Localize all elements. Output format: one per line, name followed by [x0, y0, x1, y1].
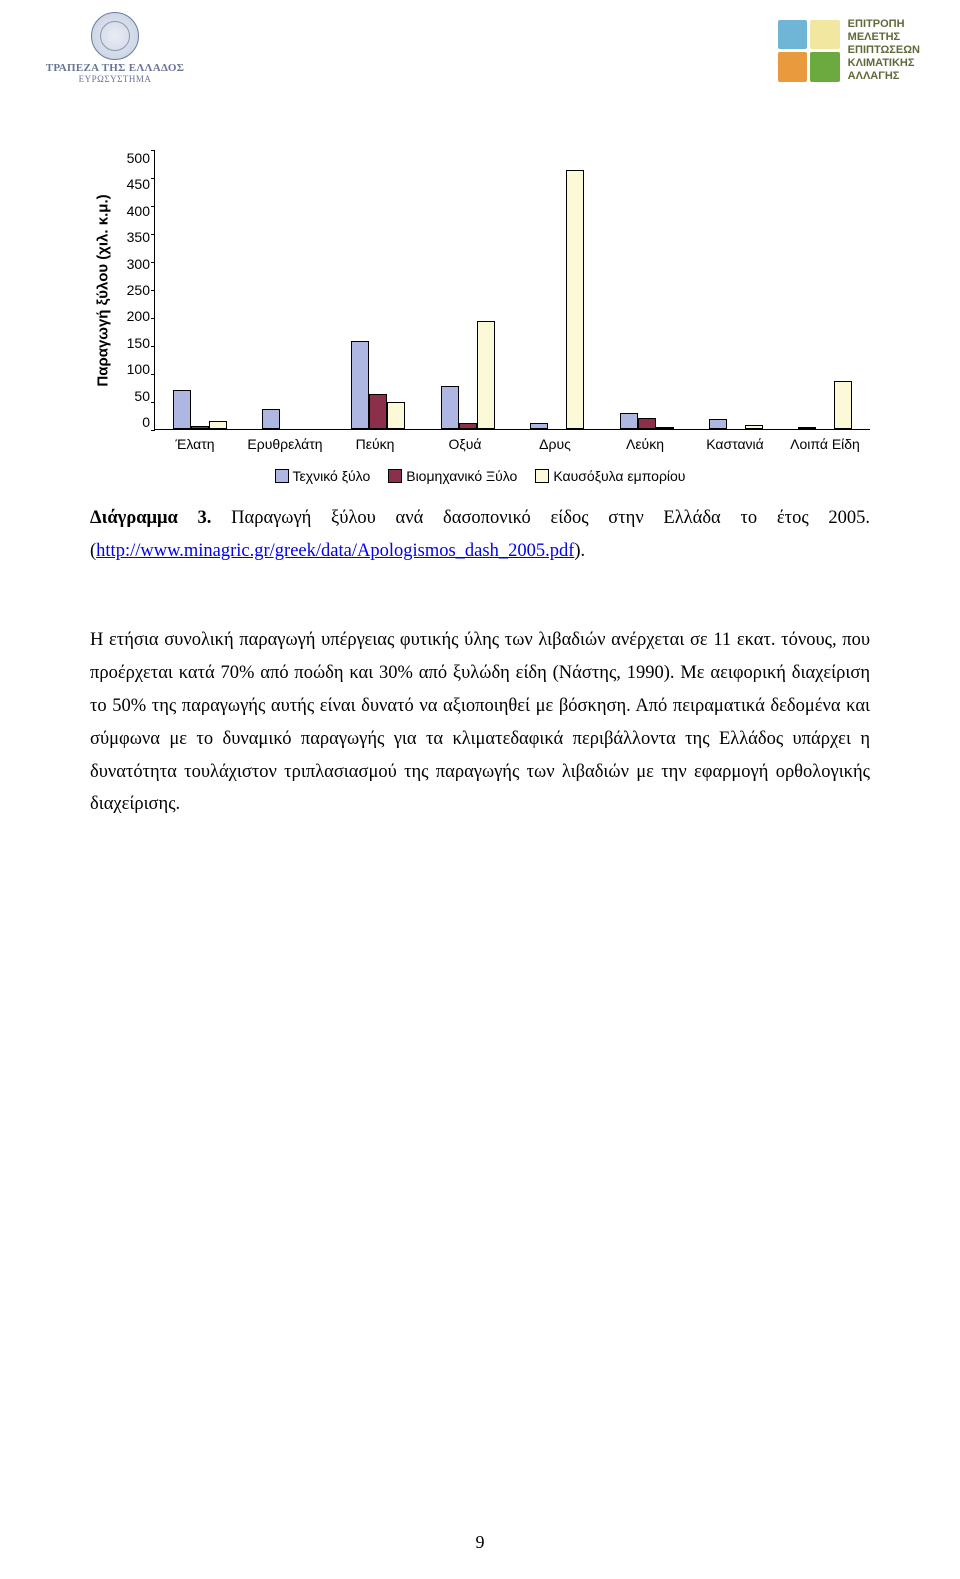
header: ΤΡΑΠΕΖΑ ΤΗΣ ΕΛΛΑΔΟΣ ΕΥΡΩΣΥΣΤΗΜΑ ΕΠΙΤΡΟΠΗ… — [40, 12, 920, 87]
chart-bar — [191, 426, 209, 429]
chart-category-group — [513, 150, 602, 429]
chart-bar — [369, 394, 387, 429]
committee-tiles-icon — [778, 20, 840, 82]
chart-category-group — [602, 150, 691, 429]
chart-bar — [477, 321, 495, 429]
chart-bar — [387, 402, 405, 429]
y-tick-label: 400 — [127, 203, 150, 219]
x-tick-label: Οξυά — [420, 436, 510, 452]
chart-bar — [530, 423, 548, 429]
chart-x-axis: ΈλατηΕρυθρελάτηΠεύκηΟξυάΔρυςΛεύκηΚαστανι… — [150, 430, 870, 452]
legend-item: Βιομηχανικό Ξύλο — [388, 468, 517, 484]
x-tick-label: Καστανιά — [690, 436, 780, 452]
chart-bar — [566, 170, 584, 429]
y-tick-label: 450 — [127, 176, 150, 192]
chart-bar — [262, 409, 280, 429]
y-tick-label: 200 — [127, 308, 150, 324]
logo-bank-of-greece: ΤΡΑΠΕΖΑ ΤΗΣ ΕΛΛΑΔΟΣ ΕΥΡΩΣΥΣΤΗΜΑ — [40, 12, 190, 84]
legend-label: Καυσόξυλα εμπορίου — [553, 468, 685, 484]
x-tick-label: Πεύκη — [330, 436, 420, 452]
chart-category-group — [691, 150, 780, 429]
caption: Διάγραμμα 3. Παραγωγή ξύλου ανά δασοπονι… — [90, 502, 870, 821]
y-tick-label: 350 — [127, 229, 150, 245]
page: ΤΡΑΠΕΖΑ ΤΗΣ ΕΛΛΑΔΟΣ ΕΥΡΩΣΥΣΤΗΜΑ ΕΠΙΤΡΟΠΗ… — [0, 0, 960, 1579]
bank-seal-icon — [91, 12, 139, 60]
logo-committee: ΕΠΙΤΡΟΠΗΜΕΛΕΤΗΣΕΠΙΠΤΩΣΕΩΝΚΛΙΜΑΤΙΚΗΣΑΛΛΑΓ… — [778, 18, 920, 83]
y-tick-label: 0 — [142, 414, 150, 430]
chart-y-axis-label: Παραγωγή ξύλου (χιλ. κ.μ.) — [90, 150, 116, 430]
chart-category-group — [155, 150, 244, 429]
legend-item: Τεχνικό ξύλο — [275, 468, 371, 484]
chart-legend: Τεχνικό ξύλο Βιομηχανικό Ξύλο Καυσόξυλα εμ… — [90, 468, 870, 484]
legend-swatch-icon — [388, 469, 402, 483]
legend-swatch-icon — [535, 469, 549, 483]
bank-name: ΤΡΑΠΕΖΑ ΤΗΣ ΕΛΛΑΔΟΣ — [40, 62, 190, 74]
y-tick-label: 100 — [127, 361, 150, 377]
chart-plot-area — [154, 150, 870, 430]
caption-link[interactable]: http://www.minagric.gr/greek/data/Apolog… — [96, 541, 574, 561]
y-tick-label: 50 — [134, 388, 150, 404]
y-tick-label: 250 — [127, 282, 150, 298]
x-tick-label: Έλατη — [150, 436, 240, 452]
chart-bar — [709, 419, 727, 429]
legend-item: Καυσόξυλα εμπορίου — [535, 468, 685, 484]
y-tick-label: 500 — [127, 150, 150, 166]
chart-bar — [656, 427, 674, 429]
bank-subtitle: ΕΥΡΩΣΥΣΤΗΜΑ — [40, 74, 190, 84]
chart-bar — [459, 423, 477, 429]
committee-text: ΕΠΙΤΡΟΠΗΜΕΛΕΤΗΣΕΠΙΠΤΩΣΕΩΝΚΛΙΜΑΤΙΚΗΣΑΛΛΑΓ… — [848, 18, 920, 83]
chart-y-axis: 500450400350300250200150100500 — [116, 150, 154, 430]
chart-bar — [834, 381, 852, 429]
chart-bar — [351, 341, 369, 429]
chart-bar — [620, 413, 638, 429]
body-paragraph: Η ετήσια συνολική παραγωγή υπέργειας φυτ… — [90, 624, 870, 822]
chart-bar — [798, 427, 816, 429]
chart-bar — [441, 386, 459, 429]
chart-category-group — [423, 150, 512, 429]
x-tick-label: Δρυς — [510, 436, 600, 452]
legend-swatch-icon — [275, 469, 289, 483]
page-number: 9 — [0, 1532, 960, 1553]
x-tick-label: Λοιπά Είδη — [780, 436, 870, 452]
chart-category-group — [781, 150, 870, 429]
chart-bar — [173, 390, 191, 429]
chart: Παραγωγή ξύλου (χιλ. κ.μ.) 5004504003503… — [90, 150, 870, 484]
x-tick-label: Ερυθρελάτη — [240, 436, 330, 452]
y-tick-label: 150 — [127, 335, 150, 351]
legend-label: Βιομηχανικό Ξύλο — [406, 468, 517, 484]
caption-label: Διάγραμμα 3. — [90, 508, 211, 528]
chart-category-group — [244, 150, 333, 429]
legend-label: Τεχνικό ξύλο — [293, 468, 371, 484]
chart-bar — [638, 418, 656, 429]
chart-category-group — [334, 150, 423, 429]
chart-bar — [209, 421, 227, 429]
caption-text-2: ). — [574, 541, 585, 561]
y-tick-label: 300 — [127, 256, 150, 272]
chart-bar — [745, 425, 763, 429]
x-tick-label: Λεύκη — [600, 436, 690, 452]
